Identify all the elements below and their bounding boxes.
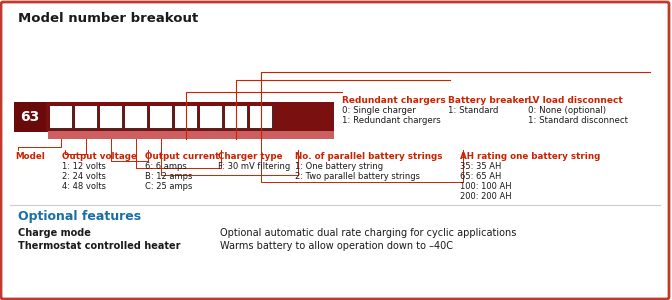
Text: Battery breaker: Battery breaker [448,96,529,105]
Text: 0: Single charger: 0: Single charger [342,106,416,115]
Bar [125,106,147,128]
Text: Thermostat controlled heater: Thermostat controlled heater [18,241,181,251]
Text: LV load disconnect: LV load disconnect [528,96,623,105]
Bar [225,106,247,128]
Text: 4: 48 volts: 4: 48 volts [62,182,106,191]
Text: 1: 12 volts: 1: 12 volts [62,162,106,171]
Text: Model number breakout: Model number breakout [18,12,198,25]
Text: Model: Model [15,152,45,161]
Bar [50,106,72,128]
Text: AH rating one battery string: AH rating one battery string [460,152,600,161]
Bar [100,106,122,128]
Bar [150,106,172,128]
Bar [201,107,223,129]
Text: Output voltage: Output voltage [62,152,137,161]
Bar [76,107,98,129]
Text: 100: 100 AH: 100: 100 AH [460,182,511,191]
Bar [51,107,73,129]
Bar [14,102,334,132]
Text: 200: 200 AH: 200: 200 AH [460,192,511,201]
Text: 6: 6 amps: 6: 6 amps [145,162,187,171]
Bar [151,107,173,129]
Text: Optional features: Optional features [18,210,141,223]
Bar [250,106,272,128]
Text: Charger type: Charger type [218,152,282,161]
Text: Charge mode: Charge mode [18,228,91,238]
Text: 1: Standard disconnect: 1: Standard disconnect [528,116,628,125]
Text: 2: 24 volts: 2: 24 volts [62,172,106,181]
Text: 2: Two parallel battery strings: 2: Two parallel battery strings [295,172,420,181]
Text: 63: 63 [20,110,40,124]
Text: Redundant chargers: Redundant chargers [342,96,446,105]
Bar [14,102,46,132]
Bar [48,131,334,139]
Text: F: 30 mV filtering: F: 30 mV filtering [218,162,290,171]
Text: 1: One battery string: 1: One battery string [295,162,383,171]
Bar [126,107,148,129]
Text: 1: Standard: 1: Standard [448,106,499,115]
Text: 1: Redundant chargers: 1: Redundant chargers [342,116,441,125]
Text: 0: None (optional): 0: None (optional) [528,106,606,115]
Text: Optional automatic dual rate charging for cyclic applications: Optional automatic dual rate charging fo… [220,228,516,238]
Bar [175,106,197,128]
Text: 35: 35 AH: 35: 35 AH [460,162,501,171]
Bar [176,107,198,129]
Text: B: 12 amps: B: 12 amps [145,172,192,181]
Bar [226,107,248,129]
Bar [200,106,222,128]
Bar [75,106,97,128]
Text: 65: 65 AH: 65: 65 AH [460,172,501,181]
Text: No. of parallel battery strings: No. of parallel battery strings [295,152,442,161]
Bar [101,107,123,129]
Bar [251,107,273,129]
Text: Warms battery to allow operation down to –40C: Warms battery to allow operation down to… [220,241,453,251]
Text: Output current: Output current [145,152,219,161]
Text: C: 25 amps: C: 25 amps [145,182,192,191]
